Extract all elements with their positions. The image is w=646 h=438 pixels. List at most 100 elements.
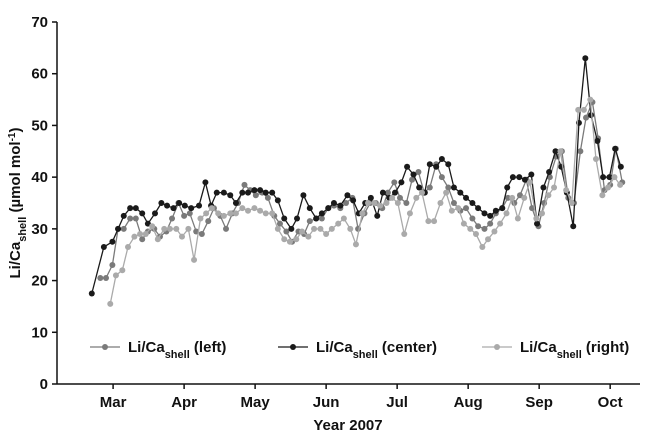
text-part: (left) [190, 339, 227, 356]
point [475, 223, 482, 230]
point [394, 200, 401, 206]
y-tick-label: 70 [31, 14, 48, 31]
text-part: shell [17, 217, 29, 242]
y-tick-label: 20 [31, 273, 48, 290]
point [274, 225, 281, 232]
x-axis-label: Year 2007 [313, 417, 382, 434]
point [281, 215, 288, 222]
point [213, 189, 220, 196]
point [617, 163, 624, 170]
x-tick-label: Mar [100, 394, 127, 411]
point [374, 212, 381, 219]
point [154, 236, 161, 243]
point [288, 225, 295, 232]
point [416, 184, 423, 191]
point [521, 176, 528, 183]
point [568, 200, 575, 206]
point [170, 205, 177, 212]
point [125, 243, 132, 250]
point [377, 202, 384, 209]
point [139, 236, 146, 243]
point [425, 218, 432, 225]
point [460, 220, 467, 227]
point [463, 194, 470, 201]
point [418, 189, 425, 196]
point [491, 228, 498, 235]
point [232, 200, 239, 206]
x-tick-label: Jul [386, 394, 408, 411]
point [188, 205, 195, 212]
point [227, 210, 234, 217]
text-part: ) [7, 128, 24, 133]
point [426, 184, 433, 191]
point [112, 272, 119, 279]
point [580, 106, 587, 113]
point [330, 200, 337, 206]
legend-marker [102, 344, 108, 350]
point [109, 262, 116, 269]
point [526, 179, 533, 186]
point [497, 220, 504, 227]
point [403, 200, 410, 206]
point [227, 192, 234, 199]
point [100, 243, 107, 250]
point [438, 174, 445, 181]
point [599, 192, 606, 199]
point [245, 189, 252, 196]
point [582, 55, 589, 62]
point [120, 212, 127, 219]
text-part: Li/Ca [128, 339, 165, 356]
text-part: Li/Ca [316, 339, 353, 356]
point [142, 231, 149, 238]
point [433, 163, 440, 170]
point [161, 225, 168, 232]
x-tick-label: Aug [454, 394, 483, 411]
point [181, 212, 188, 219]
point [344, 192, 351, 199]
point [492, 207, 499, 214]
point [264, 194, 271, 201]
text-part: -1 [7, 132, 18, 141]
point [472, 231, 479, 238]
legend-label: Li/Cashell (left) [128, 339, 226, 361]
point [617, 181, 624, 188]
point [455, 205, 462, 212]
point [298, 228, 305, 235]
point [383, 200, 390, 206]
point [131, 233, 138, 240]
point [409, 176, 416, 183]
point [443, 189, 450, 196]
point [178, 233, 185, 240]
point [137, 231, 144, 238]
point [318, 215, 325, 222]
point [509, 194, 516, 201]
point [202, 179, 209, 186]
point [115, 225, 122, 232]
point [203, 210, 210, 217]
point [437, 200, 444, 206]
point [592, 156, 599, 163]
y-tick-label: 60 [31, 66, 48, 83]
point [594, 137, 601, 144]
point [306, 205, 313, 212]
point [600, 174, 607, 181]
point [132, 215, 139, 222]
point [262, 210, 269, 217]
point [365, 200, 372, 206]
point [127, 205, 134, 212]
x-tick-label: Oct [598, 394, 623, 411]
point [481, 210, 488, 217]
point [612, 145, 619, 152]
point [401, 231, 408, 238]
point [276, 220, 283, 227]
point [410, 171, 417, 178]
point [389, 194, 396, 201]
point [181, 202, 188, 209]
point [445, 161, 452, 168]
point [398, 179, 405, 186]
point [318, 210, 325, 217]
point [448, 207, 455, 214]
point [306, 218, 313, 225]
point [485, 236, 492, 243]
point [575, 106, 582, 113]
